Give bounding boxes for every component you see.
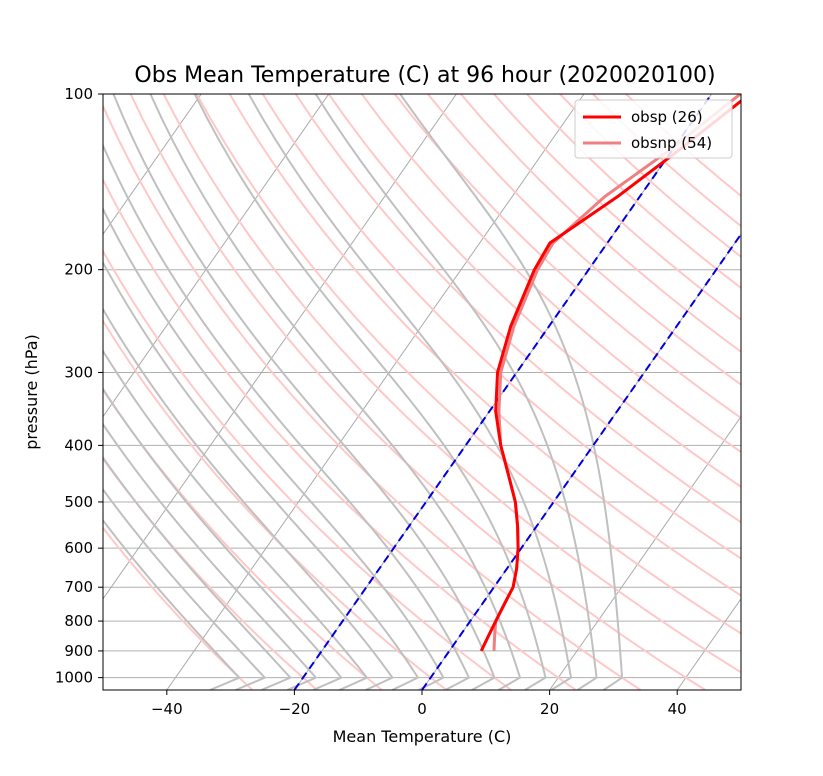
dry-adiabat-10 [103, 249, 512, 690]
moist-adiabat--10 [103, 349, 369, 690]
dry-adiabat-130 [427, 94, 741, 386]
legend-label-obsnp: obsnp (54) [631, 134, 712, 152]
moist-adiabat--22 [103, 455, 292, 690]
moist-adiabat--2 [103, 260, 420, 690]
dry-adiabat--20 [103, 457, 318, 690]
dry-adiabat-40 [129, 94, 706, 690]
isotherm--80 [103, 94, 330, 418]
x-tick-label: 40 [668, 700, 687, 718]
y-tick-label: 800 [64, 612, 93, 630]
y-tick-label: 400 [64, 436, 93, 454]
dry-adiabat-110 [360, 94, 741, 454]
x-tick-label: −20 [279, 700, 311, 718]
isotherm--100 [103, 94, 202, 236]
moist-adiabat-30 [399, 94, 624, 690]
y-tick-label: 300 [64, 363, 93, 381]
dry-adiabat-70 [228, 94, 741, 597]
y-tick-label: 1000 [55, 669, 93, 687]
dry-adiabat-50 [162, 94, 741, 674]
dry-adiabat-80 [261, 94, 741, 560]
isotherm-lines [103, 94, 823, 690]
moist-adiabat--14 [103, 387, 343, 690]
dry-adiabat-120 [394, 94, 741, 420]
plot-frame [102, 93, 742, 691]
series-line-0 [479, 99, 741, 652]
legend-label-obsp: obsp (26) [631, 108, 703, 126]
x-tick-label: −40 [151, 700, 183, 718]
mixing-ratio-lines [293, 94, 741, 690]
moist-adiabat-2 [103, 206, 445, 690]
legend: obsp (26) obsnp (54) [574, 99, 733, 159]
chart-title: Obs Mean Temperature (C) at 96 hour (202… [134, 63, 715, 88]
dry-adiabat-100 [327, 94, 741, 488]
isotherm--60 [103, 94, 457, 600]
plot-area [103, 94, 823, 690]
mixing-ratio-line-0 [421, 232, 741, 690]
y-axis-label: pressure (hPa) [22, 334, 41, 450]
mixing-ratio-line--20 [293, 94, 713, 690]
moist-adiabat--18 [103, 422, 318, 690]
y-axis-ticks: 100 200 300 400 500 600 700 800 900 1000 [55, 85, 103, 687]
y-tick-label: 100 [64, 85, 93, 103]
x-axis-label: Mean Temperature (C) [333, 727, 512, 746]
x-tick-label: 20 [540, 700, 559, 718]
dry-adiabat-30 [103, 103, 642, 690]
moist-adiabat-18 [193, 94, 547, 690]
dry-adiabat-140 [460, 94, 741, 354]
y-tick-label: 900 [64, 642, 93, 660]
moist-adiabat-22 [247, 94, 573, 690]
dry-adiabat-190 [625, 94, 741, 198]
dry-adiabat-20 [103, 177, 577, 690]
moist-adiabat-lines [103, 94, 624, 690]
isotherm-60 [805, 94, 823, 690]
isotherm-20 [549, 415, 741, 690]
dry-adiabat-lines [103, 94, 741, 690]
isotherm-40 [676, 597, 741, 690]
y-tick-label: 600 [64, 539, 93, 557]
moist-adiabat-6 [103, 143, 471, 690]
moist-adiabat-14 [149, 94, 522, 690]
moist-adiabat-26 [314, 94, 598, 690]
moist-adiabat--30 [103, 518, 241, 690]
dry-adiabat--10 [103, 388, 383, 690]
y-tick-label: 500 [64, 493, 93, 511]
y-tick-label: 200 [64, 261, 93, 279]
series-lines [479, 94, 741, 652]
moist-adiabat--6 [103, 307, 394, 690]
dry-adiabat--30 [103, 526, 254, 690]
dry-adiabat-60 [195, 94, 741, 635]
moist-adiabat--26 [103, 487, 267, 690]
dry-adiabat-90 [294, 94, 741, 524]
x-tick-label: 0 [417, 700, 427, 718]
x-axis-ticks: −40 −20 0 20 40 [151, 690, 687, 718]
y-tick-label: 700 [64, 578, 93, 596]
dry-adiabat-180 [592, 94, 741, 228]
dry-adiabat-160 [526, 94, 741, 290]
